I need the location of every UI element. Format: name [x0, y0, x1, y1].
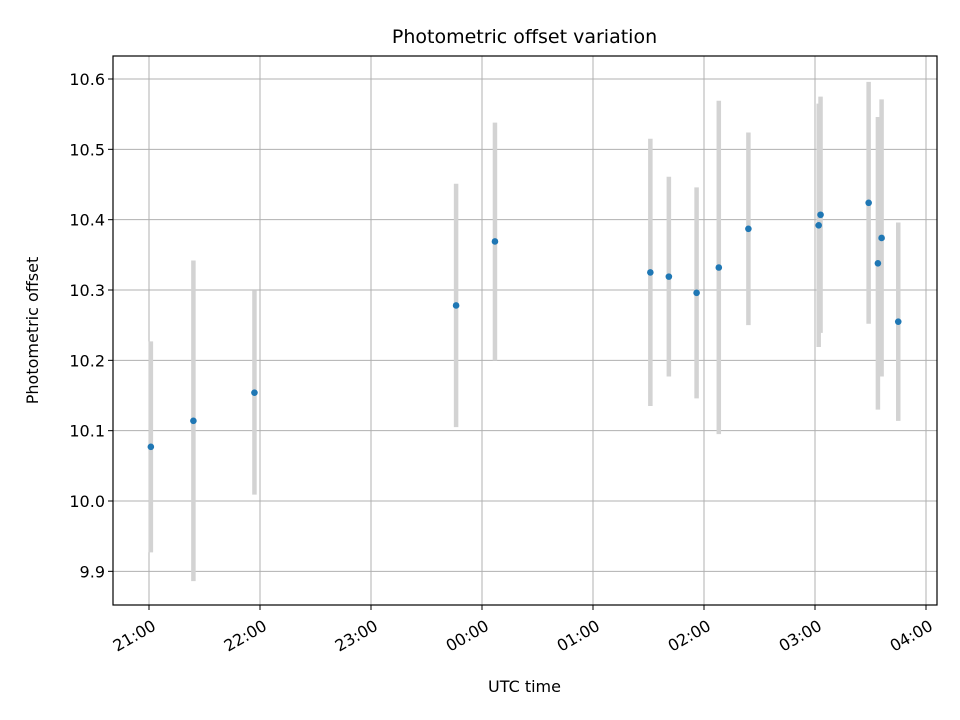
x-tick-label: 02:00 — [665, 616, 714, 656]
y-axis-label: Photometric offset — [23, 257, 42, 405]
data-point — [647, 269, 654, 276]
data-point — [693, 289, 700, 297]
y-tick-label: 10.5 — [69, 140, 105, 159]
x-tick-label: 00:00 — [443, 616, 492, 656]
x-tick-label: 23:00 — [332, 616, 381, 656]
plot-frame — [112, 55, 938, 606]
data-point — [452, 302, 460, 309]
data-point — [665, 273, 673, 280]
data-point — [745, 225, 752, 233]
data-point — [491, 238, 499, 245]
y-tick-label: 10.0 — [69, 492, 105, 511]
x-tick-label: 01:00 — [554, 616, 603, 656]
grid — [113, 56, 937, 605]
data-point — [817, 211, 824, 219]
data-point — [251, 389, 258, 396]
data-points — [147, 199, 902, 451]
y-tick-label: 10.4 — [69, 211, 105, 230]
chart-title: Photometric offset variation — [392, 26, 657, 48]
data-point — [815, 221, 822, 229]
error-bars — [148, 81, 901, 582]
data-point — [147, 443, 155, 451]
data-point — [874, 259, 882, 267]
x-tick-label: 22:00 — [221, 616, 270, 656]
y-tick-label: 10.6 — [69, 70, 105, 89]
data-point — [878, 234, 885, 242]
x-axis-label: UTC time — [488, 677, 561, 696]
y-tick-label: 10.3 — [69, 281, 105, 300]
y-tick-label: 9.9 — [80, 562, 105, 581]
data-point — [715, 264, 723, 271]
data-point — [865, 199, 872, 207]
x-tick-label: 21:00 — [110, 616, 159, 656]
y-axis-ticks: 9.9 10.0 10.1 10.2 10.3 10.4 10.5 10.6 — [69, 70, 113, 581]
x-axis-ticks: 21:00 22:00 23:00 00:00 01:00 02:00 03:00 04:00 — [110, 605, 936, 656]
y-tick-label: 10.2 — [69, 351, 105, 370]
data-point — [190, 417, 197, 425]
x-tick-label: 04:00 — [887, 616, 936, 656]
x-tick-label: 03:00 — [776, 616, 825, 656]
data-point — [894, 318, 902, 325]
y-tick-label: 10.1 — [69, 422, 105, 441]
